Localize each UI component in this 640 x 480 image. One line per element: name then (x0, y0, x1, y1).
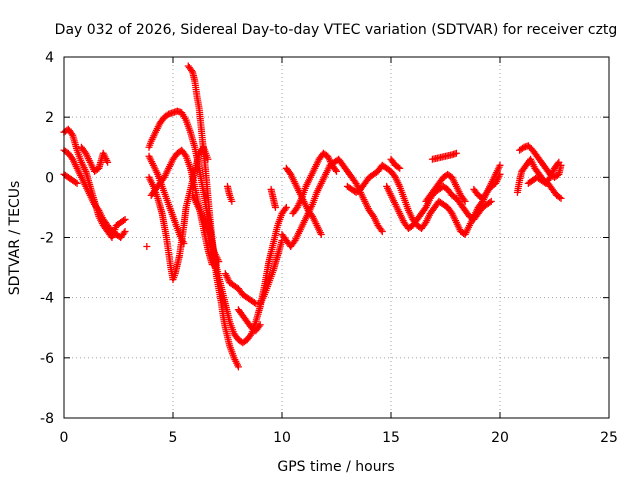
y-tick-label: -4 (40, 291, 54, 307)
series-trace-r (289, 149, 340, 217)
series-trace-u (387, 155, 404, 172)
data-point (120, 229, 128, 237)
x-axis-label: GPS time / hours (277, 459, 394, 475)
series-trace-n (234, 306, 264, 335)
series-trace-p (278, 155, 386, 251)
series-trace-t (383, 182, 495, 232)
series-trace-b (60, 146, 129, 241)
y-tick-label: 2 (45, 110, 54, 126)
x-tick-labels: 0 5 10 15 20 25 (60, 430, 618, 446)
data-point (496, 161, 504, 169)
series-trace-o (267, 185, 279, 211)
data-point (120, 216, 128, 224)
series-trace-v (422, 170, 469, 205)
data-point (557, 194, 565, 202)
data-point (181, 151, 189, 159)
data-point (556, 193, 564, 201)
data-point (143, 243, 151, 251)
y-tick-label: -8 (40, 411, 54, 427)
data-point (271, 203, 279, 211)
y-tick-label: 4 (45, 50, 54, 66)
data-point (555, 158, 563, 166)
data-point (331, 166, 339, 174)
x-tick-label: 15 (382, 430, 400, 446)
data-point (204, 155, 212, 163)
x-tick-label: 25 (600, 430, 618, 446)
data-point (215, 258, 223, 266)
data-point (121, 215, 129, 223)
chart-title: Day 032 of 2026, Sidereal Day-to-day VTE… (55, 22, 618, 38)
y-tick-labels: -8 -6 -4 -2 0 2 4 (40, 50, 54, 427)
data-point (396, 164, 404, 172)
data-point (256, 321, 264, 329)
series-trace-k (189, 191, 223, 266)
data-point (378, 227, 386, 235)
data-point (282, 203, 290, 211)
x-tick-label: 0 (60, 430, 69, 446)
y-axis-label: SDTVAR / TECUs (7, 181, 23, 296)
data-point (121, 227, 129, 235)
series-trace-d (77, 143, 112, 175)
data-point (234, 363, 242, 371)
data-point (73, 179, 81, 187)
data-point (68, 130, 76, 138)
data-point (333, 167, 340, 175)
data-point (486, 198, 494, 206)
data-point (460, 196, 468, 204)
grid-lines (64, 57, 609, 418)
data-point (188, 67, 196, 75)
series-trace-e (143, 243, 151, 251)
data-point (452, 149, 460, 157)
data-point (487, 197, 495, 205)
data-point (228, 197, 236, 205)
data-point (461, 197, 469, 205)
data-point (317, 230, 325, 238)
data-point (281, 205, 289, 213)
y-tick-label: 0 (45, 170, 54, 186)
data-point (377, 226, 385, 234)
series-trace-aa (524, 158, 563, 187)
y-tick-label: -2 (40, 231, 54, 247)
x-tick-label: 20 (491, 430, 509, 446)
data-point (180, 240, 188, 248)
y-tick-label: -6 (40, 351, 54, 367)
series-trace-x (470, 161, 504, 202)
x-tick-label: 10 (273, 430, 291, 446)
series-trace-l (224, 182, 236, 205)
series-trace-q (282, 164, 325, 238)
data-point (394, 163, 402, 171)
series-trace-z (516, 142, 565, 181)
series-trace-a (60, 125, 129, 241)
x-tick-label: 5 (169, 430, 178, 446)
data-point (255, 322, 263, 330)
data-points (60, 62, 565, 371)
series-trace-m (221, 237, 286, 308)
plot-frame (63, 56, 610, 419)
data-point (208, 261, 216, 269)
data-point (104, 158, 112, 166)
data-point (250, 299, 258, 307)
data-point (246, 331, 254, 339)
data-point (554, 160, 562, 168)
data-point (72, 178, 80, 186)
series-trace-w (428, 149, 460, 163)
series-trace-j (145, 152, 188, 248)
